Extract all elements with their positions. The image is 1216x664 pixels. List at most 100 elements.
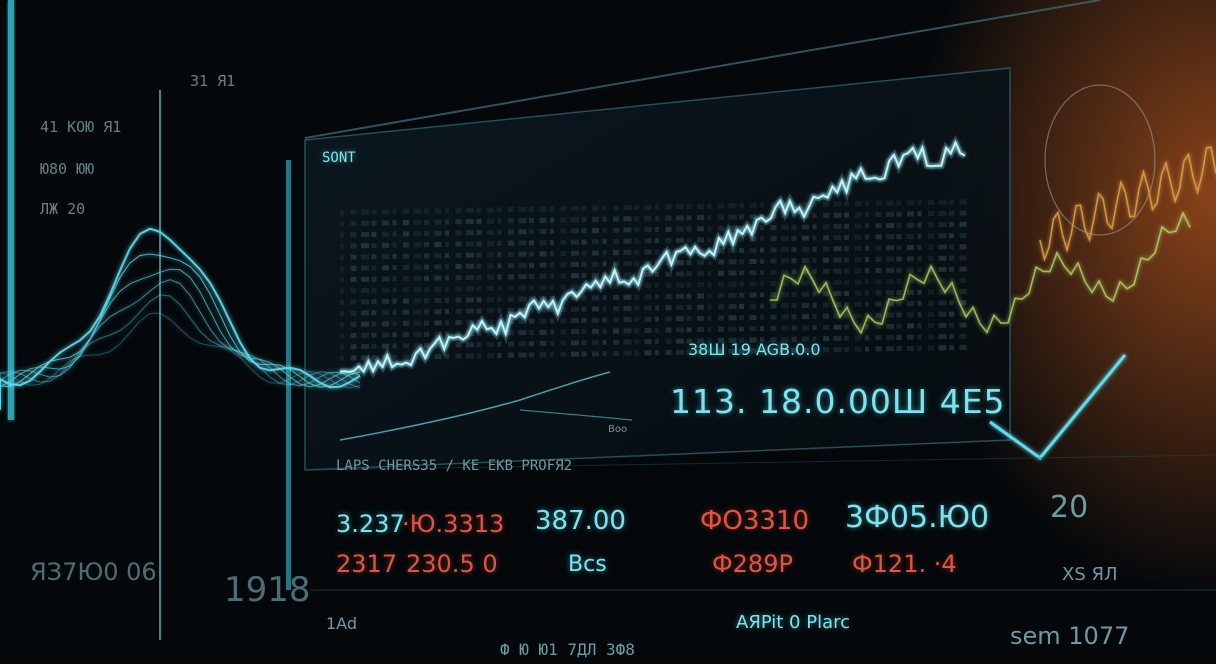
noise-glyph (529, 341, 534, 347)
noise-glyph (823, 212, 829, 218)
noise-glyph (812, 269, 817, 275)
noise-glyph (466, 207, 474, 213)
noise-glyph (518, 296, 527, 302)
noise-glyph (581, 217, 587, 223)
noise-glyph (854, 234, 862, 240)
noise-glyph (613, 261, 619, 267)
noise-glyph (686, 338, 692, 344)
noise-glyph (886, 223, 894, 228)
noise-glyph (760, 258, 764, 264)
noise-glyph (550, 251, 554, 257)
noise-glyph (959, 255, 967, 261)
noise-glyph (655, 283, 659, 288)
noise-glyph (907, 256, 914, 262)
noise-glyph (529, 352, 534, 358)
noise-glyph (466, 241, 474, 247)
left-wave-lines (0, 227, 361, 410)
noise-glyph (350, 299, 357, 305)
noise-glyph (539, 318, 547, 324)
noise-glyph (539, 251, 547, 257)
noise-glyph (833, 201, 842, 207)
noise-glyph (413, 320, 422, 326)
noise-glyph (361, 310, 369, 316)
noise-glyph (781, 202, 789, 208)
noise-glyph (812, 302, 817, 308)
noise-glyph (550, 228, 554, 234)
noise-glyph (466, 286, 474, 292)
noise-glyph (581, 228, 587, 234)
noise-glyph (770, 325, 777, 331)
noise-glyph (350, 321, 357, 327)
noise-glyph (455, 241, 462, 247)
noise-glyph (340, 254, 344, 260)
noise-glyph (854, 223, 862, 229)
noise-glyph (833, 257, 842, 263)
noise-glyph (434, 354, 442, 359)
noise-glyph (518, 307, 527, 313)
noise-glyph (602, 250, 607, 256)
noise-glyph (875, 200, 882, 206)
noise-glyph (718, 293, 724, 299)
left-wave-3 (0, 268, 361, 402)
noise-glyph (634, 317, 639, 322)
noise-glyph (455, 331, 462, 337)
noise-glyph (676, 282, 684, 288)
noise-glyph (697, 271, 704, 277)
noise-glyph (382, 343, 389, 349)
noise-glyph (350, 254, 357, 260)
noise-glyph (823, 313, 829, 319)
noise-glyph (833, 302, 842, 308)
noise-glyph (623, 317, 632, 323)
noise-glyph (476, 308, 482, 314)
noise-glyph (613, 328, 619, 334)
noise-glyph (518, 262, 527, 268)
noise-glyph (539, 273, 547, 279)
noise-glyph (823, 235, 829, 241)
noise-glyph (875, 268, 882, 273)
noise-glyph (854, 313, 862, 319)
noise-glyph (550, 284, 554, 290)
noise-glyph (340, 243, 344, 249)
noise-glyph (896, 323, 902, 329)
noise-glyph (518, 240, 527, 246)
noise-glyph (770, 258, 777, 264)
noise-glyph (676, 237, 684, 243)
noise-glyph (518, 285, 527, 291)
noise-glyph (844, 268, 849, 274)
noise-glyph (770, 269, 777, 275)
noise-glyph (907, 200, 914, 206)
noise-glyph (487, 308, 494, 314)
noise-glyph (917, 222, 922, 228)
noise-glyph (613, 306, 619, 312)
noise-glyph (508, 296, 514, 302)
noise-glyph (455, 297, 462, 303)
noise-glyph (655, 327, 659, 333)
noise-glyph (854, 302, 862, 307)
noise-glyph (917, 300, 922, 306)
small-trend-line-2 (519, 409, 633, 421)
noise-glyph (529, 240, 534, 246)
noise-glyph (917, 244, 922, 250)
noise-glyph (886, 200, 894, 206)
noise-glyph (382, 209, 389, 215)
noise-glyph (791, 258, 797, 264)
right-mid-text: XS ЯЛ (1062, 564, 1118, 585)
noise-glyph (529, 318, 534, 324)
noise-glyph (466, 342, 474, 348)
noise-glyph (413, 264, 422, 270)
screen-panel (304, 67, 1011, 471)
noise-glyph (844, 347, 849, 352)
noise-glyph (539, 229, 547, 234)
noise-glyph (571, 228, 579, 234)
noise-glyph (833, 347, 842, 353)
noise-glyph (938, 199, 947, 205)
noise-glyph (959, 277, 967, 283)
noise-glyph (529, 229, 534, 235)
noise-glyph (823, 336, 829, 342)
noise-glyph (350, 209, 357, 215)
noise-glyph (434, 219, 442, 225)
noise-glyph (686, 327, 692, 333)
noise-glyph (466, 252, 474, 258)
noise-glyph (949, 278, 954, 283)
